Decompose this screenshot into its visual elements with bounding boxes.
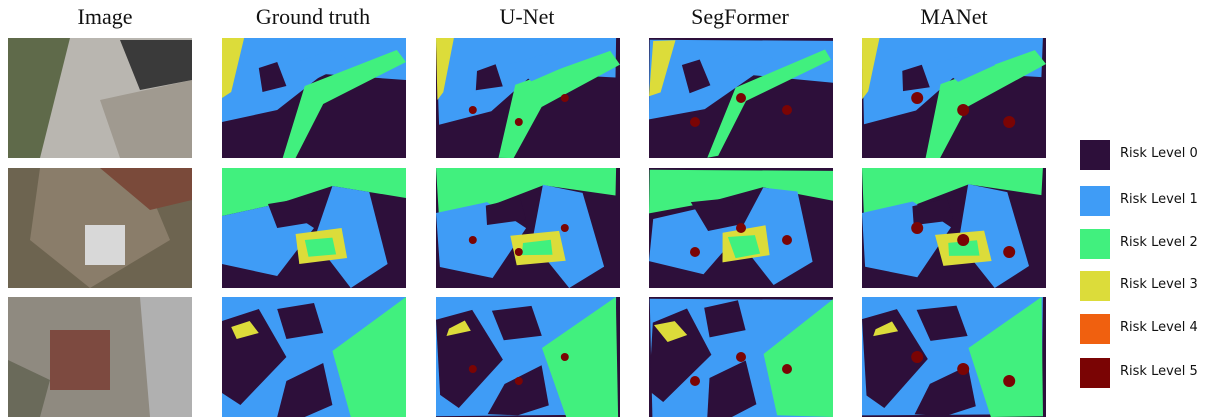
segmentation-map <box>222 168 406 288</box>
segment-region <box>561 353 569 361</box>
segment-region <box>911 222 923 234</box>
segment-region <box>515 118 523 126</box>
legend-item: Risk Level 3 <box>1080 271 1210 301</box>
photo <box>8 297 192 417</box>
segmentation-map <box>649 38 833 158</box>
legend-swatch <box>1080 186 1110 216</box>
segment-region <box>957 234 969 246</box>
segment-region <box>690 376 700 386</box>
segmentation-map <box>649 297 833 417</box>
legend-swatch <box>1080 314 1110 344</box>
segment-region <box>736 223 746 233</box>
legend-item: Risk Level 1 <box>1080 186 1210 216</box>
segment-region <box>911 92 923 104</box>
segmentation-map <box>222 297 406 417</box>
segment-region <box>305 238 336 257</box>
segment-region <box>782 235 792 245</box>
segmentation-map <box>436 38 620 158</box>
legend-label: Risk Level 1 <box>1120 192 1198 207</box>
segment-region <box>1003 246 1015 258</box>
image-grid <box>0 0 1060 418</box>
segment-region <box>469 106 477 114</box>
photo <box>8 168 192 288</box>
photo <box>8 38 192 158</box>
legend-swatch <box>1080 271 1110 301</box>
segment-region <box>469 365 477 373</box>
segment-region <box>736 93 746 103</box>
segment-region <box>469 236 477 244</box>
legend-label: Risk Level 5 <box>1120 364 1198 379</box>
legend-item: Risk Level 0 <box>1080 140 1210 170</box>
segmentation-map <box>862 297 1046 417</box>
segmentation-map <box>862 38 1046 158</box>
legend-item: Risk Level 4 <box>1080 314 1210 344</box>
segment-region <box>561 224 569 232</box>
segment-region <box>782 105 792 115</box>
segment-region <box>515 248 523 256</box>
segment-region <box>1003 375 1015 387</box>
segment-region <box>690 247 700 257</box>
legend-label: Risk Level 2 <box>1120 235 1198 250</box>
segment-region <box>690 117 700 127</box>
segmentation-map <box>222 38 406 158</box>
segment-region <box>736 352 746 362</box>
figure: Image Ground truth U-Net SegFormer MANet… <box>0 0 1213 418</box>
legend-swatch <box>1080 140 1110 170</box>
legend-label: Risk Level 4 <box>1120 320 1198 335</box>
legend-swatch <box>1080 358 1110 388</box>
legend-item: Risk Level 5 <box>1080 358 1210 388</box>
legend-item: Risk Level 2 <box>1080 229 1210 259</box>
segment-region <box>1003 116 1015 128</box>
segmentation-map <box>436 168 620 288</box>
segment-region <box>957 363 969 375</box>
segment-region <box>561 94 569 102</box>
segment-region <box>957 104 969 116</box>
legend-label: Risk Level 3 <box>1120 277 1198 292</box>
segment-region <box>911 351 923 363</box>
segmentation-map <box>649 168 833 288</box>
legend-label: Risk Level 0 <box>1120 146 1198 161</box>
segment-region <box>515 377 523 385</box>
segmentation-map <box>436 297 620 417</box>
legend-swatch <box>1080 229 1110 259</box>
segment-region <box>782 364 792 374</box>
segmentation-map <box>862 168 1046 288</box>
